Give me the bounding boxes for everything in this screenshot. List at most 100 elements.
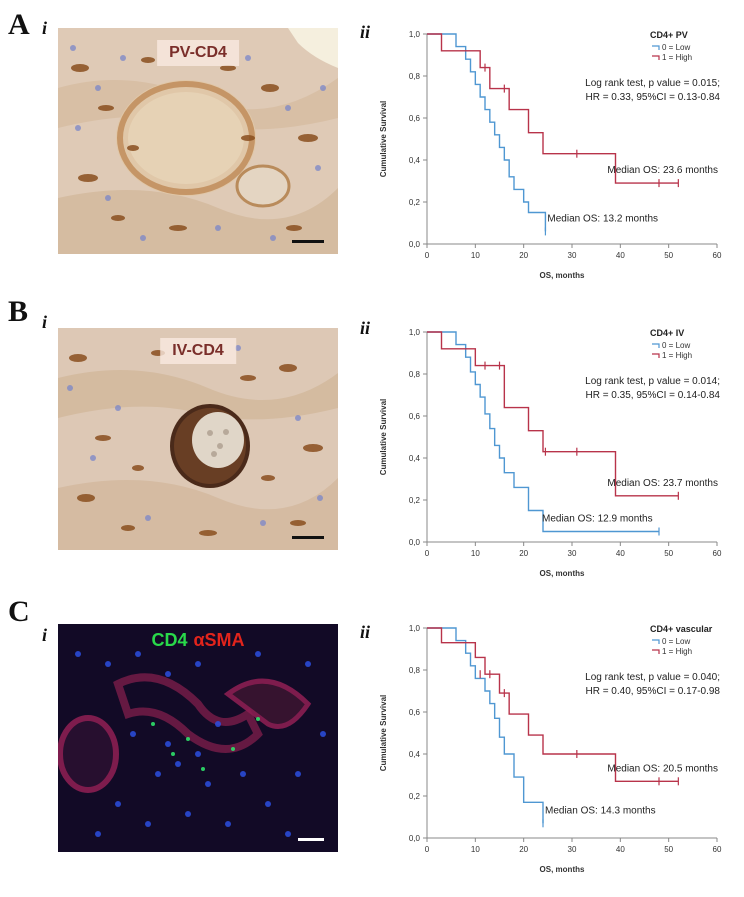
km-2-series-high-line: [427, 627, 679, 782]
km-1-y-tick-label: 0,2: [409, 496, 421, 505]
km-0-title: CD4+ PV: [650, 30, 688, 40]
km-1-logrank-annotation: HR = 0.35, 95%CI = 0.14-0.84: [585, 390, 720, 401]
km-0-y-axis-label: Cumulative Survival: [379, 101, 388, 177]
km-0-x-tick-label: 40: [616, 251, 625, 260]
km-1-title: CD4+ IV: [650, 328, 684, 338]
micrograph-c-image: [58, 624, 338, 852]
km-1-legend-entry: 0 = Low: [662, 341, 690, 350]
micrograph-c-immunofluorescence: CD4 αSMA: [58, 624, 338, 852]
micrograph-b-ihc-iv-cd4: IV-CD4: [58, 328, 338, 550]
stain-label-asma: αSMA: [193, 630, 245, 650]
km-2-x-tick-label: 0: [425, 845, 430, 854]
km-2-y-tick-label: 0,4: [409, 750, 421, 759]
micro-label-b: i: [42, 312, 48, 332]
km-0-y-tick-label: 0,2: [409, 198, 421, 207]
km-2-y-tick-label: 0,6: [409, 708, 421, 717]
km-0-logrank-annotation: HR = 0.33, 95%CI = 0.13-0.84: [585, 92, 720, 103]
km-1-median-os-low: Median OS: 12.9 months: [542, 514, 653, 525]
km-1-logrank-annotation: Log rank test, p value = 0.014;: [585, 376, 720, 387]
panel-letter-b: B: [8, 295, 29, 328]
km-2-x-tick-label: 20: [519, 845, 528, 854]
km-2-series-low-line: [427, 627, 544, 824]
km-1-y-tick-label: 0,4: [409, 454, 421, 463]
stain-label-iv-cd4: IV-CD4: [160, 338, 236, 364]
km-0-x-axis-label: OS, months: [540, 271, 585, 280]
km-2-x-tick-label: 50: [664, 845, 673, 854]
km-1-x-tick-label: 60: [713, 549, 722, 558]
km-0-x-tick-label: 10: [471, 251, 480, 260]
km-1-median-os-high: Median OS: 23.7 months: [607, 478, 718, 489]
km-2-x-tick-label: 10: [471, 845, 480, 854]
km-1-x-axis-label: OS, months: [540, 569, 585, 578]
km-1-x-tick-label: 40: [616, 549, 625, 558]
km-0-logrank-annotation: Log rank test, p value = 0.015;: [585, 78, 720, 89]
plot-label-b: ii: [360, 318, 371, 338]
km-0-median-os-high: Median OS: 23.6 months: [607, 165, 718, 176]
km-chart-b: 0,0 0,2 0,4 0,6 0,8 1,0 0 10 20 30 40 50 60 OS, month…: [372, 318, 728, 592]
km-2-logrank-annotation: HR = 0.40, 95%CI = 0.17-0.98: [585, 686, 720, 697]
km-1-x-tick-label: 10: [471, 549, 480, 558]
km-2-x-tick-label: 40: [616, 845, 625, 854]
km-1-series-high-line: [427, 331, 679, 497]
km-0-median-os-low: Median OS: 13.2 months: [547, 213, 658, 224]
km-0-legend-swatch: [652, 55, 660, 60]
km-2-legend-entry: 0 = Low: [662, 637, 690, 646]
km-1-series-low-line: [427, 331, 659, 533]
panel-letter-a: A: [8, 8, 30, 41]
km-0-series-low-line: [427, 33, 547, 232]
micro-label-a: i: [42, 18, 48, 38]
km-2-legend-swatch: [652, 649, 660, 654]
km-2-y-tick-label: 1,0: [409, 624, 421, 633]
km-2-y-axis-label: Cumulative Survival: [379, 695, 388, 771]
km-0-y-tick-label: 0,4: [409, 156, 421, 165]
km-2-x-tick-label: 30: [568, 845, 577, 854]
km-1-legend-swatch: [652, 353, 660, 358]
km-2-title: CD4+ vascular: [650, 624, 713, 634]
fluor-label: CD4 αSMA: [151, 630, 244, 651]
km-0-y-tick-label: 0,8: [409, 72, 421, 81]
km-1-y-tick-label: 0,0: [409, 538, 421, 547]
km-1-x-tick-label: 30: [568, 549, 577, 558]
stain-label-pv-cd4: PV-CD4: [157, 40, 239, 66]
km-1-legend-swatch: [652, 343, 660, 348]
km-0-legend-entry: 0 = Low: [662, 43, 690, 52]
panel-letter-c: C: [8, 595, 30, 628]
km-2-x-axis-label: OS, months: [540, 865, 585, 874]
km-2-legend-entry: 1 = High: [662, 647, 692, 656]
km-0-y-tick-label: 1,0: [409, 30, 421, 39]
km-0-legend-entry: 1 = High: [662, 53, 692, 62]
km-2-logrank-annotation: Log rank test, p value = 0.040;: [585, 672, 720, 683]
plot-label-a: ii: [360, 22, 371, 42]
km-chart-b-svg: 0,0 0,2 0,4 0,6 0,8 1,0 0 10 20 30 40 50 60 OS, month…: [379, 328, 722, 578]
km-0-x-tick-label: 50: [664, 251, 673, 260]
km-0-x-tick-label: 20: [519, 251, 528, 260]
km-2-median-os-high: Median OS: 20.5 months: [607, 763, 718, 774]
km-0-y-tick-label: 0,0: [409, 240, 421, 249]
km-1-x-tick-label: 20: [519, 549, 528, 558]
km-0-x-tick-label: 30: [568, 251, 577, 260]
km-1-y-tick-label: 1,0: [409, 328, 421, 337]
km-2-y-tick-label: 0,8: [409, 666, 421, 675]
stain-label-cd4: CD4: [151, 630, 188, 650]
km-2-y-tick-label: 0,2: [409, 792, 421, 801]
km-1-x-tick-label: 0: [425, 549, 430, 558]
km-chart-c-svg: 0,0 0,2 0,4 0,6 0,8 1,0 0 10 20 30 40 50 60 OS, month…: [379, 624, 722, 874]
km-0-x-tick-label: 0: [425, 251, 430, 260]
micro-label-c: i: [42, 625, 48, 645]
km-2-x-tick-label: 60: [713, 845, 722, 854]
micrograph-a-ihc-pv-cd4: PV-CD4: [58, 28, 338, 254]
km-2-y-tick-label: 0,0: [409, 834, 421, 843]
km-0-x-tick-label: 60: [713, 251, 722, 260]
micrograph-b-image: [58, 328, 338, 550]
km-2-legend-swatch: [652, 639, 660, 644]
km-0-y-tick-label: 0,6: [409, 114, 421, 123]
km-2-median-os-low: Median OS: 14.3 months: [545, 805, 656, 816]
km-1-y-axis-label: Cumulative Survival: [379, 399, 388, 475]
plot-label-c: ii: [360, 622, 371, 642]
km-0-series-high-line: [427, 33, 679, 184]
km-1-y-tick-label: 0,8: [409, 370, 421, 379]
km-chart-c: 0,0 0,2 0,4 0,6 0,8 1,0 0 10 20 30 40 50 60 OS, month…: [372, 614, 728, 888]
km-1-x-tick-label: 50: [664, 549, 673, 558]
km-0-legend-swatch: [652, 45, 660, 50]
km-chart-a: 0,0 0,2 0,4 0,6 0,8 1,0 0 10 20 30 40 50 60 OS, month…: [372, 20, 728, 294]
